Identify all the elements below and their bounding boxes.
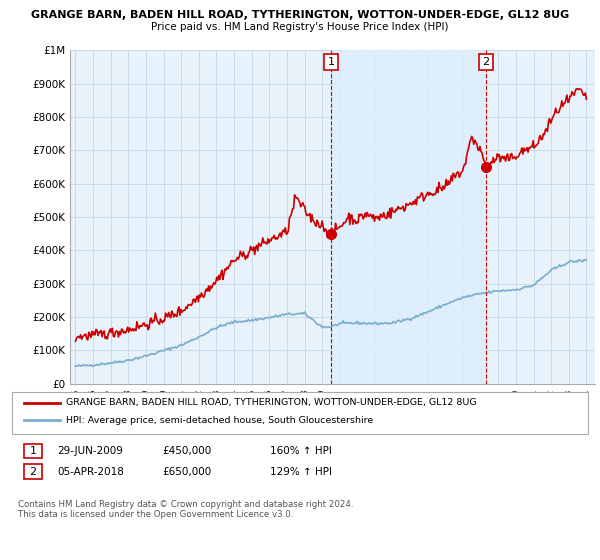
Text: Price paid vs. HM Land Registry's House Price Index (HPI): Price paid vs. HM Land Registry's House … xyxy=(151,22,449,32)
Text: 160% ↑ HPI: 160% ↑ HPI xyxy=(270,446,332,456)
Text: 1: 1 xyxy=(328,57,334,67)
Text: Contains HM Land Registry data © Crown copyright and database right 2024.
This d: Contains HM Land Registry data © Crown c… xyxy=(18,500,353,519)
Text: 05-APR-2018: 05-APR-2018 xyxy=(57,466,124,477)
Text: 1: 1 xyxy=(29,446,37,456)
Bar xyxy=(331,50,486,384)
Text: 2: 2 xyxy=(29,466,37,477)
Text: 2: 2 xyxy=(482,57,490,67)
Text: £450,000: £450,000 xyxy=(162,446,211,456)
Text: HPI: Average price, semi-detached house, South Gloucestershire: HPI: Average price, semi-detached house,… xyxy=(66,416,373,425)
Text: 29-JUN-2009: 29-JUN-2009 xyxy=(57,446,123,456)
Text: GRANGE BARN, BADEN HILL ROAD, TYTHERINGTON, WOTTON-UNDER-EDGE, GL12 8UG: GRANGE BARN, BADEN HILL ROAD, TYTHERINGT… xyxy=(31,10,569,20)
Text: GRANGE BARN, BADEN HILL ROAD, TYTHERINGTON, WOTTON-UNDER-EDGE, GL12 8UG: GRANGE BARN, BADEN HILL ROAD, TYTHERINGT… xyxy=(66,398,476,408)
Text: £650,000: £650,000 xyxy=(162,466,211,477)
Text: 129% ↑ HPI: 129% ↑ HPI xyxy=(270,466,332,477)
